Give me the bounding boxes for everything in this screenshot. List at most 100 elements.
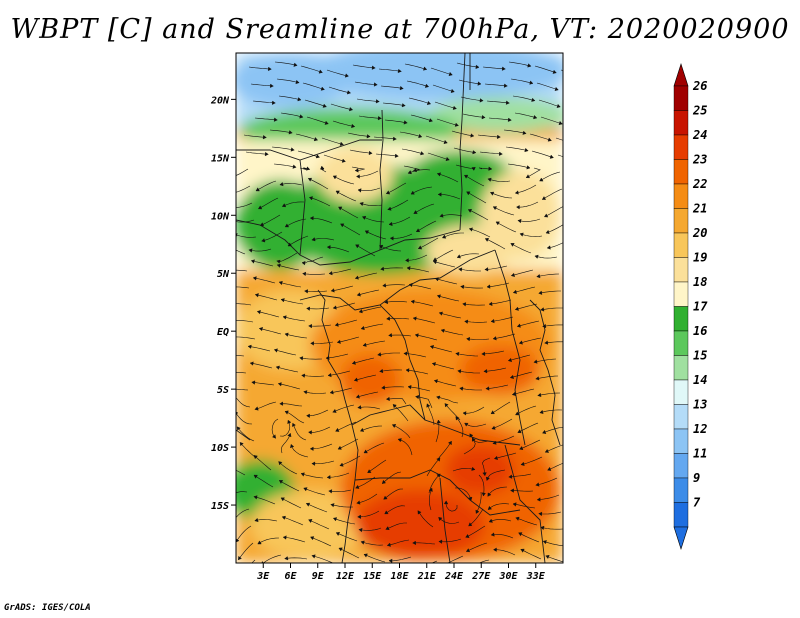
streamline-arrow xyxy=(436,457,441,462)
streamline-arrow xyxy=(322,103,327,108)
streamline-arrow xyxy=(366,134,371,139)
colorbar-swatch xyxy=(673,134,689,160)
streamline-arrow xyxy=(363,553,368,558)
colorbar-label: 15 xyxy=(693,349,707,363)
colorbar-swatch xyxy=(673,502,689,528)
streamline-arrow xyxy=(233,335,236,339)
streamline-arrow xyxy=(355,394,360,399)
streamline xyxy=(290,444,309,458)
streamline-arrow xyxy=(341,158,346,163)
streamline-arrow xyxy=(279,182,284,187)
streamline xyxy=(516,201,539,208)
wbpt-region xyxy=(250,490,370,560)
streamline xyxy=(531,150,554,158)
streamline xyxy=(328,86,351,94)
streamline-arrow xyxy=(520,548,525,553)
streamline-arrow xyxy=(258,205,263,210)
streamline xyxy=(462,113,486,118)
streamline xyxy=(545,444,563,453)
streamline-arrow xyxy=(332,408,337,413)
streamline-arrow xyxy=(484,267,489,272)
streamline-arrow xyxy=(311,461,316,466)
streamline xyxy=(250,83,274,87)
streamline xyxy=(409,284,432,290)
streamline xyxy=(279,420,291,437)
streamline-arrow xyxy=(238,555,242,561)
streamline xyxy=(387,199,409,210)
streamline-arrow xyxy=(444,403,449,408)
streamline-arrow xyxy=(418,133,423,139)
streamline-arrow xyxy=(518,532,523,537)
streamline xyxy=(464,422,487,427)
streamline xyxy=(347,132,371,137)
streamline xyxy=(540,307,563,311)
streamline-arrow xyxy=(394,153,399,158)
streamline-arrow xyxy=(517,429,522,434)
streamline-arrow xyxy=(306,306,311,311)
streamline xyxy=(484,265,508,270)
streamline-arrow xyxy=(271,100,276,105)
streamline xyxy=(276,252,298,263)
streamline-arrow xyxy=(392,404,397,409)
streamline xyxy=(427,152,450,161)
streamline-arrow xyxy=(377,352,382,357)
streamline-arrow xyxy=(469,433,474,438)
streamline-arrow xyxy=(299,114,304,119)
streamline xyxy=(236,388,249,391)
border-line xyxy=(379,109,384,251)
colorbar-label: 14 xyxy=(693,373,707,387)
streamline xyxy=(404,63,427,70)
streamline xyxy=(526,167,541,178)
streamline xyxy=(236,234,257,238)
streamline-arrow xyxy=(254,517,259,523)
streamline-arrow xyxy=(515,516,520,521)
streamline-arrow xyxy=(510,243,515,247)
streamline-arrow xyxy=(488,301,493,307)
streamline xyxy=(357,406,381,410)
streamline-arrow xyxy=(338,547,343,552)
streamline-arrow xyxy=(303,390,308,395)
streamline xyxy=(428,487,433,511)
streamline-arrow xyxy=(249,361,254,366)
streamline xyxy=(279,480,300,492)
streamline-arrow xyxy=(520,461,525,466)
streamline-arrow xyxy=(472,150,477,155)
streamline xyxy=(425,135,448,144)
streamline xyxy=(445,500,458,512)
streamline xyxy=(236,219,255,223)
streamline-arrow xyxy=(536,497,541,502)
streamline-arrow xyxy=(417,510,422,515)
streamline-arrow xyxy=(232,519,235,523)
streamline xyxy=(453,147,476,153)
streamline-arrow xyxy=(280,497,285,502)
streamline xyxy=(303,487,326,496)
streamline-arrow xyxy=(335,190,340,195)
streamline xyxy=(274,61,298,66)
streamline xyxy=(358,115,382,119)
streamline xyxy=(356,170,379,177)
streamline-arrow xyxy=(309,216,314,221)
streamline-arrow xyxy=(332,175,337,180)
streamline xyxy=(361,323,384,330)
streamline xyxy=(533,358,557,363)
streamline xyxy=(542,188,563,200)
wbpt-region xyxy=(317,147,393,203)
streamline-arrow xyxy=(335,427,340,432)
streamline-arrow xyxy=(540,307,545,312)
wbpt-region xyxy=(310,53,563,100)
streamline-arrow xyxy=(471,437,476,442)
streamline xyxy=(351,166,365,171)
colorbar-swatch xyxy=(673,453,689,479)
streamline xyxy=(410,114,433,122)
streamline xyxy=(463,437,476,455)
streamline xyxy=(520,549,542,560)
streamline xyxy=(332,404,355,413)
streamline-arrow xyxy=(514,190,519,195)
streamline-arrow xyxy=(358,527,363,533)
streamline xyxy=(458,268,481,272)
streamline-arrow xyxy=(547,466,552,471)
streamline-arrow xyxy=(277,382,282,387)
streamline-arrow xyxy=(384,510,389,515)
streamline-arrow xyxy=(438,539,443,544)
streamline-arrow xyxy=(229,192,232,196)
